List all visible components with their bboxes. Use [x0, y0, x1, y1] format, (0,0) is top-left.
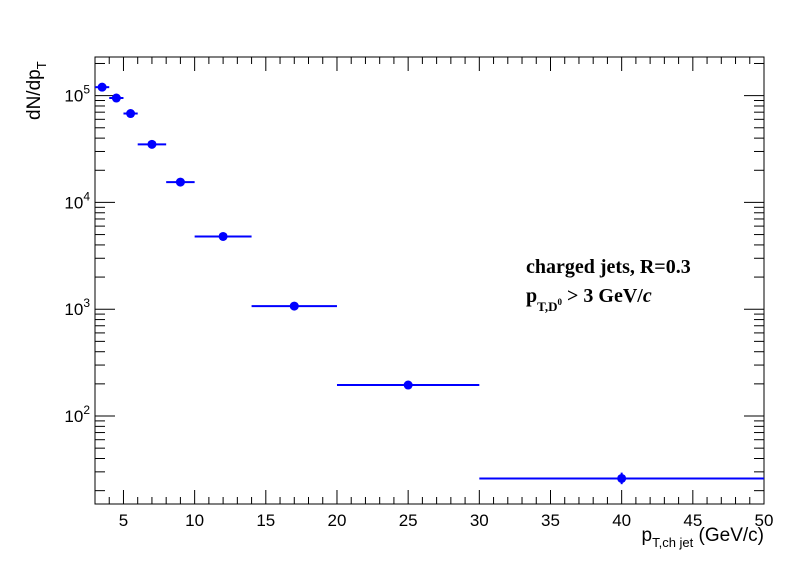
x-tick-label: 10 [185, 511, 204, 530]
data-point [109, 93, 124, 103]
data-marker [403, 380, 413, 390]
data-marker [147, 139, 157, 149]
data-point [166, 177, 195, 187]
data-marker [617, 473, 627, 483]
x-tick-label: 20 [328, 511, 347, 530]
annotation-pt-cut: pT,D0 > 3 GeV/c [526, 285, 652, 314]
data-point [336, 380, 480, 390]
y-tick-label: 104 [64, 189, 90, 212]
x-tick-label: 30 [470, 511, 489, 530]
data-marker [111, 93, 121, 103]
x-tick-label: 15 [256, 511, 275, 530]
x-tick-label: 40 [612, 511, 631, 530]
x-tick-label: 45 [683, 511, 702, 530]
data-point [251, 301, 337, 311]
x-tick-label: 5 [119, 511, 128, 530]
axis-ticks [94, 57, 765, 504]
y-axis-title: dN/dpT [24, 61, 49, 120]
data-point [194, 231, 252, 241]
y-tick-label: 102 [64, 403, 90, 426]
x-tick-label: 25 [399, 511, 418, 530]
data-points [95, 82, 764, 485]
data-point [137, 139, 167, 149]
data-marker [289, 301, 299, 311]
data-marker [218, 231, 228, 241]
y-tick-label: 105 [64, 83, 90, 106]
x-axis-title: pT,ch jet (GeV/c) [642, 525, 765, 550]
data-point [123, 109, 138, 119]
data-point [479, 472, 764, 485]
data-marker [175, 177, 185, 187]
data-point [95, 82, 110, 92]
annotation-jets: charged jets, R=0.3 [526, 256, 691, 278]
x-tick-label: 35 [541, 511, 560, 530]
data-marker [97, 82, 107, 92]
data-marker [126, 109, 136, 119]
y-tick-label: 103 [64, 296, 90, 319]
plot-frame [94, 56, 765, 505]
y-tick-labels: 102 103 104 105 [64, 83, 90, 426]
x-tick-label: 50 [755, 511, 774, 530]
x-tick-labels: 5 10 15 20 25 30 35 40 45 50 [119, 511, 774, 530]
